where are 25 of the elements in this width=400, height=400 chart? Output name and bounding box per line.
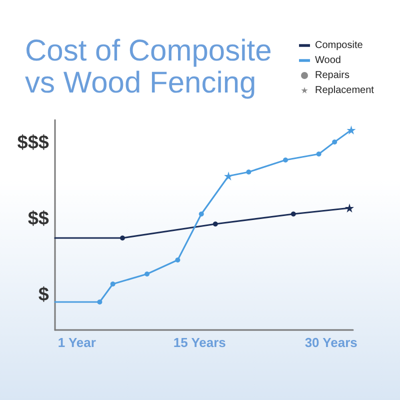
point [175,258,180,262]
x-tick-label: 30 Years [304,335,358,350]
point [316,152,322,156]
chart-title: Cost of Composite vs Wood Fencing [25,34,280,100]
legend-label: Wood [315,55,341,66]
text: $$$ [17,132,50,154]
point [144,272,150,276]
point [346,126,356,134]
text: $ [38,284,50,306]
point [120,236,125,240]
text: Replacement [315,85,374,96]
point [246,170,252,174]
point [97,300,102,304]
x-tick-label: 15 Years [173,335,226,350]
point [283,158,288,162]
point [212,222,218,226]
point [198,212,204,216]
point [110,282,116,286]
text: Repairs [315,70,350,81]
point [332,140,338,144]
text: $$ [28,208,50,230]
x-tick-label: 1 Year [58,335,96,350]
legend-label: Composite [315,40,364,51]
point [290,212,296,216]
point [344,204,354,212]
